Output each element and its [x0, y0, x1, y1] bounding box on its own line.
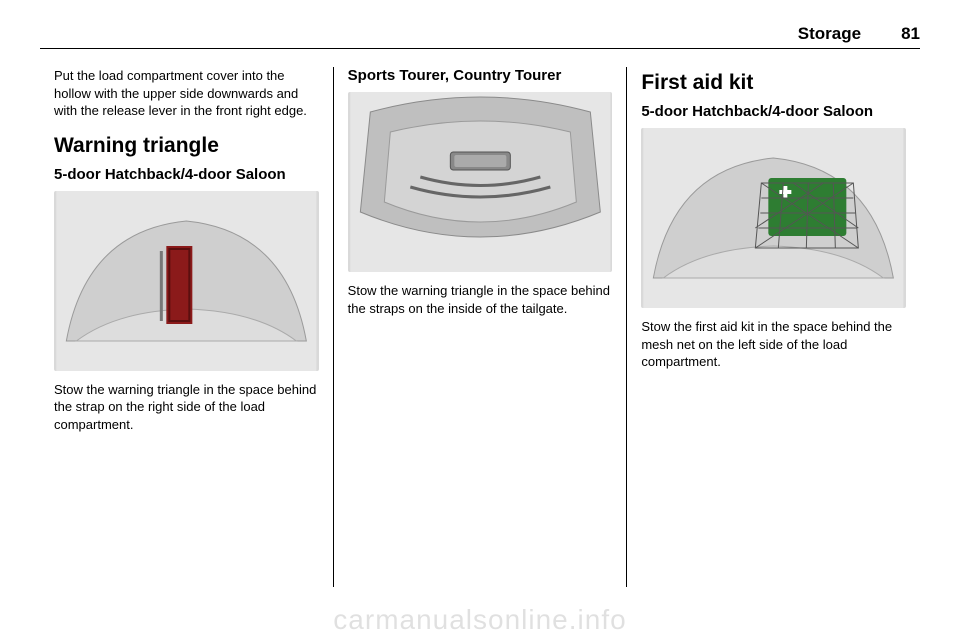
- tailgate-illustration: [348, 92, 613, 272]
- col3-caption: Stow the first aid kit in the space behi…: [641, 318, 906, 371]
- header-section: Storage: [798, 24, 861, 44]
- header-page-number: 81: [901, 24, 920, 44]
- columns: Put the load compartment cover into the …: [40, 67, 920, 587]
- page: Storage 81 Put the load compartment cove…: [0, 0, 960, 642]
- col1-heading-warning-triangle: Warning triangle: [54, 134, 319, 158]
- watermark: carmanualsonline.info: [0, 604, 960, 636]
- col1-subheading: 5-door Hatchback/4-door Saloon: [54, 166, 319, 183]
- warning-triangle-trunk-illustration: [54, 191, 319, 371]
- col3-figure: [641, 128, 906, 308]
- column-3: First aid kit 5-door Hatchback/4-door Sa…: [626, 67, 920, 587]
- col2-subheading: Sports Tourer, Country Tourer: [348, 67, 613, 84]
- col1-figure: [54, 191, 319, 371]
- col3-subheading: 5-door Hatchback/4-door Saloon: [641, 103, 906, 120]
- header-bar: Storage 81: [40, 24, 920, 49]
- col1-caption: Stow the warning triangle in the space b…: [54, 381, 319, 434]
- col1-paragraph: Put the load compartment cover into the …: [54, 67, 319, 120]
- column-2: Sports Tourer, Country Tourer Stow the w…: [333, 67, 627, 587]
- column-1: Put the load compartment cover into the …: [40, 67, 333, 587]
- col3-heading-first-aid: First aid kit: [641, 71, 906, 95]
- col2-caption: Stow the warning triangle in the space b…: [348, 282, 613, 317]
- first-aid-kit-illustration: [641, 128, 906, 308]
- col2-figure: [348, 92, 613, 272]
